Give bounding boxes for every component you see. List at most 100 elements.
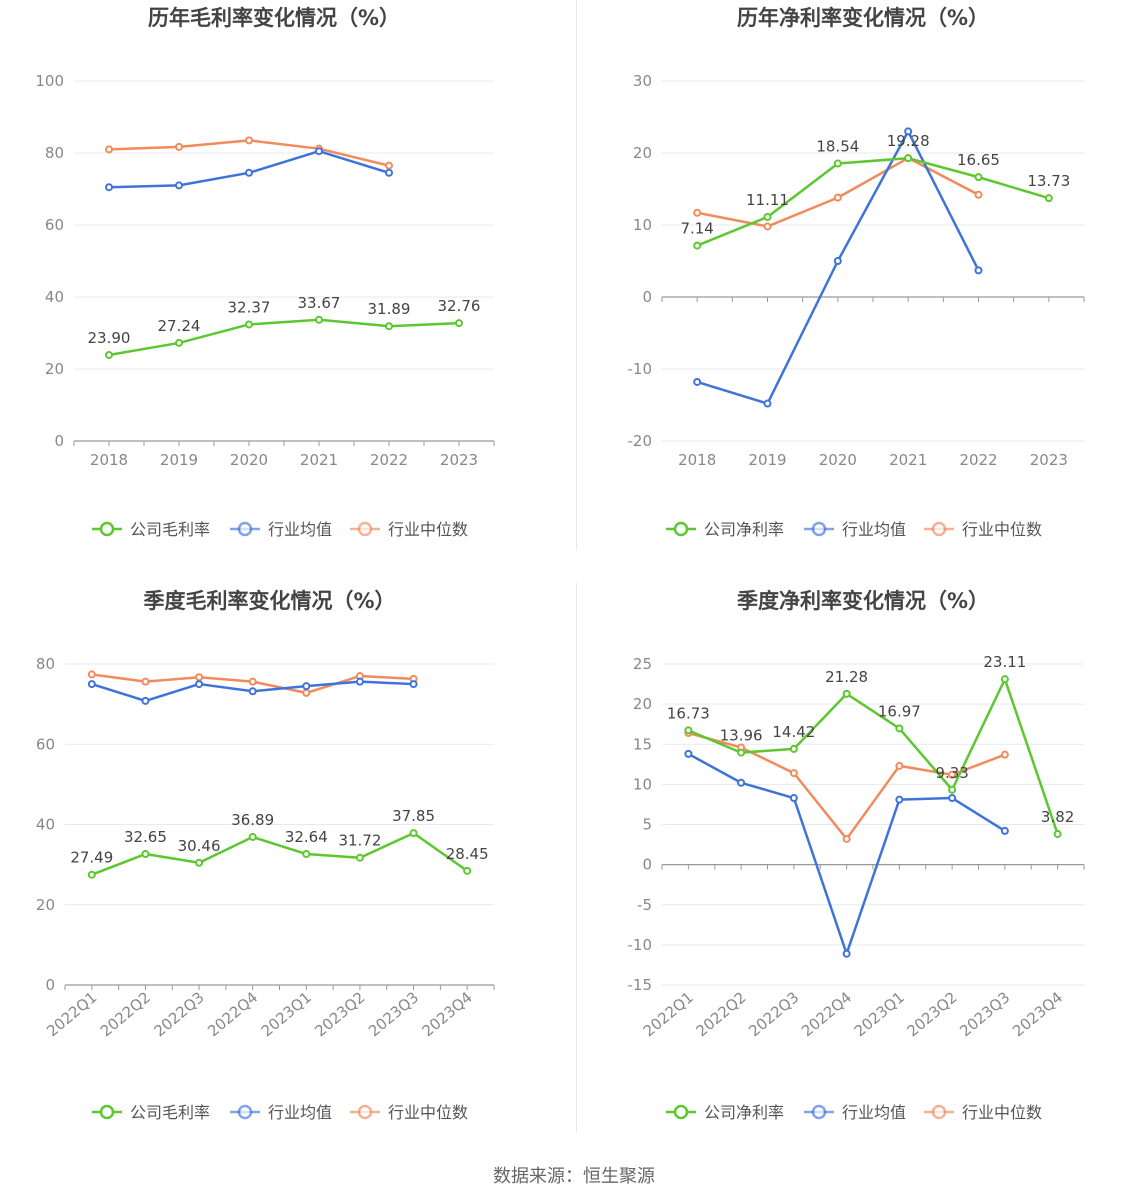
chart-title: 季度毛利率变化情况（%）: [143, 589, 395, 613]
data-point-company: [842, 689, 851, 698]
data-label: 32.65: [124, 828, 167, 846]
data-label: 32.37: [228, 298, 271, 316]
y-tick-label: 60: [36, 735, 55, 753]
chart-title: 历年毛利率变化情况（%）: [148, 6, 400, 30]
chart-title: 季度净利率变化情况（%）: [737, 589, 989, 613]
data-point-company: [948, 785, 957, 794]
x-tick-label: 2022Q1: [640, 988, 697, 1040]
data-label: 31.89: [368, 300, 411, 318]
data-point-industry-avg: [105, 183, 113, 192]
x-tick-label: 2018: [90, 451, 128, 469]
data-point-company: [302, 850, 311, 859]
x-tick-label: 2022Q4: [204, 988, 261, 1040]
data-point-industry-median: [948, 770, 957, 779]
y-tick-label: 80: [36, 655, 55, 673]
y-tick-label: 100: [35, 72, 64, 90]
data-point-industry-median: [87, 670, 96, 679]
legend-label: 公司净利率: [704, 520, 784, 539]
data-point-industry-median: [195, 673, 204, 682]
data-point-company: [737, 748, 746, 757]
y-tick-label: 40: [36, 816, 55, 834]
chart-annual-net-margin: 历年净利率变化情况（%） -20 -10 0 10 20 30 2018 2019 2020 202…: [574, 0, 1148, 575]
x-tick-label: 2022: [959, 451, 997, 469]
y-tick-label: 40: [45, 288, 64, 306]
data-label: 37.85: [392, 807, 435, 825]
series-line-company: [687, 677, 1059, 835]
x-tick-label: 2022Q3: [150, 988, 207, 1040]
data-point-industry-avg: [842, 949, 851, 958]
data-label: 16.97: [878, 702, 921, 720]
y-tick-label: 20: [633, 695, 652, 713]
data-point-industry-median: [842, 834, 851, 843]
data-point-industry-avg: [355, 677, 364, 686]
x-tick-label: 2022Q2: [693, 988, 750, 1040]
x-tick-label: 2023Q2: [311, 988, 368, 1040]
legend-marker-industry-avg: [811, 1104, 827, 1120]
data-point-industry-median: [105, 145, 113, 154]
y-tick-label: 20: [633, 144, 652, 162]
x-tick-label: 2022Q3: [745, 988, 802, 1040]
data-label: 9.33: [935, 764, 968, 782]
x-tick-label: 2022Q4: [798, 988, 855, 1040]
legend-marker-industry-avg: [811, 521, 827, 537]
y-tick-label: 25: [633, 655, 652, 673]
legend-marker-industry-median: [357, 1104, 373, 1120]
vertical-divider-top: [576, 0, 577, 550]
x-tick-label: 2023: [440, 451, 478, 469]
x-tick-label: 2023Q2: [904, 988, 961, 1040]
data-label: 7.14: [680, 220, 713, 238]
data-point-industry-avg: [302, 682, 311, 691]
data-point-industry-avg: [789, 794, 798, 803]
data-point-industry-median: [141, 677, 150, 686]
data-label: 13.96: [720, 727, 763, 745]
legend-label: 行业均值: [268, 1103, 332, 1122]
legend-marker-company: [673, 521, 689, 537]
vertical-divider-bottom: [576, 583, 577, 1133]
data-point-company: [141, 849, 150, 858]
legend-marker-industry-median: [931, 1104, 947, 1120]
chart-svg: 历年毛利率变化情况（%） 0 20 40 60 80 100 2018 2019 2020 2021…: [35, 6, 495, 539]
data-point-company: [789, 744, 798, 753]
legend-label: 行业中位数: [388, 520, 468, 539]
chart-annual-gross-margin: 历年毛利率变化情况（%） 0 20 40 60 80 100 2018 2019 2020 2021…: [0, 0, 574, 575]
data-label: 28.45: [446, 845, 489, 863]
data-point-company: [763, 213, 772, 222]
legend-marker-industry-avg: [237, 521, 253, 537]
legend-label: 行业均值: [842, 520, 906, 539]
data-point-industry-avg: [175, 181, 183, 190]
data-point-industry-median: [789, 769, 798, 778]
legend-label: 公司毛利率: [130, 1103, 210, 1122]
data-point-industry-avg: [1000, 826, 1009, 835]
legend-label: 行业均值: [842, 1103, 906, 1122]
data-label: 11.11: [746, 191, 789, 209]
data-point-industry-avg: [315, 147, 323, 156]
data-point-company: [1000, 675, 1009, 684]
data-point-company: [904, 154, 913, 163]
series-line-industry-median: [696, 156, 980, 228]
data-point-company: [248, 832, 257, 841]
data-label: 32.64: [285, 828, 328, 846]
series-line-company: [91, 831, 468, 876]
x-tick-label: 2021: [889, 451, 927, 469]
legend-label: 行业中位数: [962, 520, 1042, 539]
data-point-company: [684, 726, 693, 735]
x-tick-label: 2023Q4: [419, 988, 476, 1040]
data-label: 3.82: [1041, 808, 1074, 826]
x-tick-label: 2021: [300, 451, 338, 469]
data-point-company: [315, 315, 323, 324]
x-tick-label: 2019: [748, 451, 786, 469]
data-point-industry-avg: [248, 687, 257, 696]
chart-svg: 季度毛利率变化情况（%）0204060802022Q12022Q22022Q32…: [36, 589, 495, 1122]
x-tick-label: 2023Q4: [1009, 988, 1066, 1040]
data-point-company: [87, 870, 96, 879]
data-point-company: [245, 320, 253, 329]
data-point-industry-avg: [409, 680, 418, 689]
data-point-industry-avg: [763, 399, 772, 408]
y-tick-label: 20: [45, 360, 64, 378]
legend-label: 公司净利率: [704, 1103, 784, 1122]
y-tick-label: 20: [36, 896, 55, 914]
data-label: 27.49: [70, 849, 113, 867]
data-point-industry-median: [385, 161, 393, 170]
y-tick-label: -15: [628, 976, 653, 994]
data-point-company: [195, 858, 204, 867]
